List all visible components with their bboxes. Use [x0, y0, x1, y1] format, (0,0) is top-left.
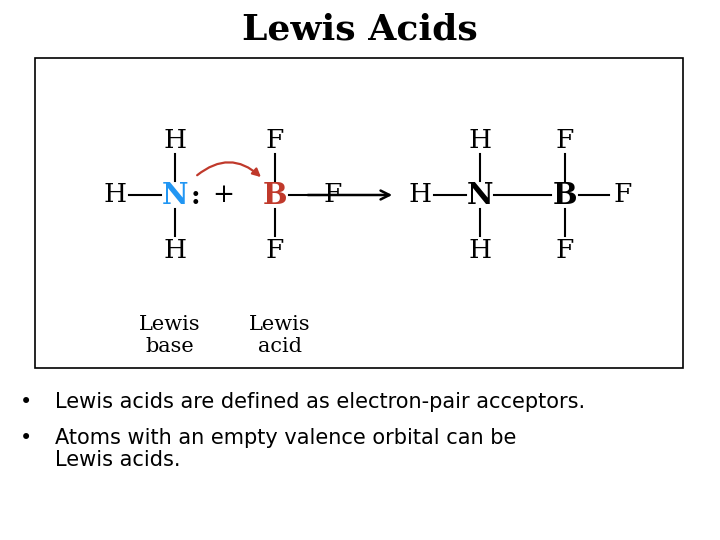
Text: H: H [163, 127, 186, 152]
Text: B: B [263, 180, 287, 210]
Text: •: • [20, 428, 32, 448]
Text: F: F [556, 238, 574, 262]
Text: H: H [469, 238, 492, 262]
Text: F: F [266, 238, 284, 262]
Text: F: F [266, 127, 284, 152]
Text: :: : [191, 184, 201, 208]
Text: N: N [467, 180, 493, 210]
Text: B: B [553, 180, 577, 210]
Text: F: F [556, 127, 574, 152]
Text: +: + [212, 183, 234, 207]
Text: •: • [20, 392, 32, 412]
Text: H: H [104, 183, 127, 207]
Text: Lewis Acids: Lewis Acids [242, 13, 478, 47]
FancyArrowPatch shape [197, 163, 259, 176]
Text: N: N [162, 180, 188, 210]
Text: H: H [469, 127, 492, 152]
Text: F: F [614, 183, 632, 207]
Text: H: H [163, 238, 186, 262]
Text: Atoms with an empty valence orbital can be: Atoms with an empty valence orbital can … [55, 428, 516, 448]
Bar [35, 58, 683, 368]
Text: Lewis
base: Lewis base [139, 315, 201, 356]
Text: Lewis
acid: Lewis acid [249, 315, 311, 356]
Text: Lewis acids are defined as electron-pair acceptors.: Lewis acids are defined as electron-pair… [55, 392, 585, 412]
Text: H: H [408, 183, 431, 207]
Text: Lewis acids.: Lewis acids. [55, 450, 181, 470]
Text: F: F [324, 183, 342, 207]
